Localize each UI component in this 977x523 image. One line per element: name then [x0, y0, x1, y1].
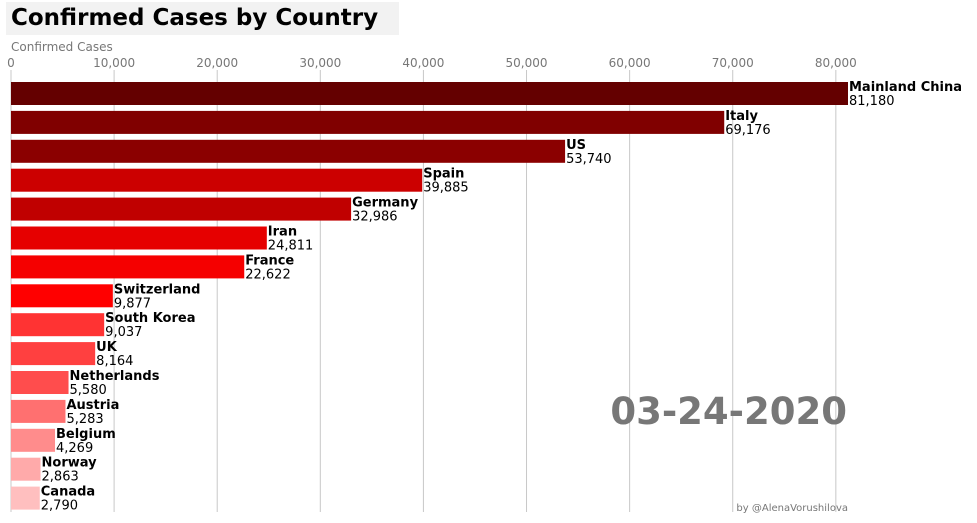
x-tick-label: 0 [7, 56, 15, 70]
bar-value-label: 5,283 [66, 412, 103, 427]
bar-value-label: 4,269 [56, 441, 93, 456]
x-tick-label: 80,000 [815, 56, 857, 70]
title-background [6, 2, 399, 35]
bar [11, 139, 566, 163]
bar [11, 197, 352, 221]
chart-title: Confirmed Cases by Country [11, 5, 379, 31]
bar-value-label: 22,622 [245, 267, 291, 282]
bar [11, 168, 423, 192]
bar-name-label: Belgium [56, 427, 116, 442]
bar-name-label: UK [96, 340, 118, 355]
x-tick-label: 10,000 [93, 56, 135, 70]
bar-value-label: 39,885 [423, 181, 469, 196]
bar [11, 255, 245, 279]
date-label: 03-24-2020 [610, 390, 847, 433]
bar-value-label: 32,986 [352, 210, 398, 225]
bar-name-label: Canada [41, 485, 95, 500]
bar [11, 313, 105, 337]
bar-value-label: 5,580 [70, 383, 107, 398]
bar-name-label: Switzerland [114, 282, 201, 297]
bar-value-label: 53,740 [566, 152, 612, 167]
bar [11, 342, 96, 366]
x-tick-label: 20,000 [196, 56, 238, 70]
x-tick-label: 70,000 [712, 56, 754, 70]
bar-value-label: 2,863 [42, 470, 79, 485]
bar [11, 428, 56, 452]
x-axis-ticks: 0 10,000 20,000 30,000 40,000 50,000 60,000 70,… [7, 56, 857, 70]
bar-name-label: Austria [66, 398, 119, 413]
bars [11, 82, 848, 510]
bar [11, 371, 69, 394]
x-tick-label: 40,000 [402, 56, 444, 70]
bar-name-label: Mainland China [849, 80, 962, 95]
bar-name-label: US [566, 138, 586, 153]
bar [11, 82, 848, 105]
x-tick-label: 50,000 [506, 56, 548, 70]
bar-name-label: Iran [268, 225, 297, 240]
bar-name-label: Germany [352, 196, 418, 211]
bar-value-label: 9,037 [105, 325, 142, 340]
bar-name-label: South Korea [105, 311, 195, 326]
bar [11, 399, 66, 423]
bar [11, 284, 113, 308]
bar [11, 110, 725, 134]
bar-name-label: Netherlands [70, 369, 160, 384]
x-tick-label: 60,000 [609, 56, 651, 70]
bar-value-label: 81,180 [849, 94, 895, 109]
bar [11, 226, 267, 250]
bar-name-label: Spain [423, 167, 464, 182]
bar-name-label: Norway [42, 456, 98, 471]
x-axis-label: Confirmed Cases [11, 40, 113, 54]
bar-value-label: 8,164 [96, 354, 133, 369]
bar-name-label: France [245, 253, 294, 268]
bar-value-label: 2,790 [41, 499, 78, 514]
bar-name-label: Italy [725, 109, 758, 124]
bar-value-label: 9,877 [114, 296, 151, 311]
bar-value-label: 69,176 [725, 123, 771, 138]
credit-text: by @AlenaVorushilova [736, 503, 848, 514]
bar-value-label: 24,811 [268, 239, 314, 254]
bar [11, 486, 40, 510]
bar [11, 457, 41, 481]
x-tick-label: 30,000 [299, 56, 341, 70]
